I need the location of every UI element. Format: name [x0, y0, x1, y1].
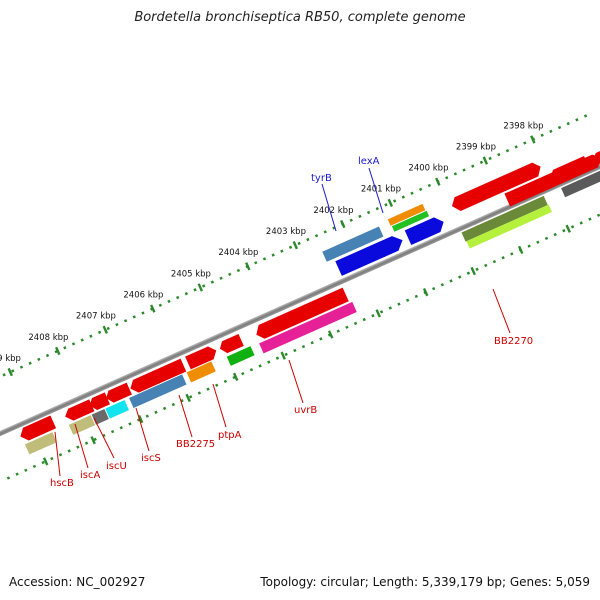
- outer-scale-labels: 2409 kbp 2408 kbp 2407 kbp 2406 kbp 2405 kbp…: [0, 121, 543, 364]
- gene-lexa: [404, 217, 444, 245]
- outer-tick: [197, 283, 204, 292]
- gene-right-2: [550, 156, 590, 183]
- gene-bb2275-lower: [186, 361, 216, 383]
- gene-isca: [89, 392, 110, 410]
- gene-label-leaders: [54, 167, 511, 477]
- gene-tyrb: [335, 236, 403, 276]
- gene-labels: tyrB lexA BB2270 uvrB ptpA BB2275 iscS i…: [50, 156, 533, 489]
- gene-left-1: [20, 415, 57, 441]
- scale-label: 2405 kbp: [171, 269, 211, 279]
- gene-hscb: [65, 399, 95, 421]
- leader-tyrb: [321, 183, 337, 232]
- gene-iscs: [130, 358, 187, 393]
- label-iscu[interactable]: iscU: [106, 461, 127, 472]
- gene-uvrb-lower: [259, 301, 357, 354]
- gene-ptpa-upper: [219, 333, 244, 354]
- scale-label: 2400 kbp: [408, 164, 448, 174]
- gene-hscb-lower: [24, 432, 57, 455]
- gene-grey-1: [91, 408, 109, 425]
- outer-tick: [482, 156, 489, 165]
- leader-hscb: [54, 431, 61, 477]
- gene-bb2270-upper: [451, 162, 541, 211]
- label-isca[interactable]: iscA: [80, 470, 100, 481]
- inner-tick: [185, 393, 191, 403]
- inner-tick: [422, 288, 429, 297]
- outer-tick: [387, 198, 394, 208]
- scale-label: 2407 kbp: [76, 312, 116, 322]
- inner-tick: [137, 414, 144, 424]
- gene-lexa-box-green: [391, 210, 430, 232]
- scale-label: 2408 kbp: [28, 333, 68, 343]
- scale-label: 2399 kbp: [456, 142, 496, 152]
- leader-lexa: [368, 167, 384, 214]
- leader-isca: [74, 423, 89, 469]
- outer-tick: [435, 177, 441, 186]
- gene-tyrb-box: [322, 226, 384, 262]
- gene-iscu-lower: [105, 400, 129, 419]
- leader-iscs: [135, 407, 150, 452]
- reverse-strand-genes: [20, 140, 600, 455]
- leader-bb2270: [492, 288, 511, 334]
- label-hscb[interactable]: hscB: [50, 478, 74, 489]
- genome-track: 2409 kbp 2408 kbp 2407 kbp 2406 kbp 2405 kbp…: [0, 113, 600, 480]
- gene-uvrb-upper: [256, 287, 349, 339]
- gene-isca-lower: [68, 415, 96, 435]
- leader-uvrb: [288, 359, 304, 404]
- leader-ptpa: [212, 383, 227, 428]
- inner-tick: [327, 330, 334, 339]
- inner-scale-ticks: [42, 224, 571, 466]
- label-tyrb[interactable]: tyrB: [311, 173, 332, 184]
- outer-tick: [340, 219, 346, 229]
- inner-tick: [375, 309, 381, 318]
- scale-label: 2401 kbp: [361, 185, 401, 195]
- outer-tick: [7, 367, 13, 377]
- inner-tick: [517, 245, 524, 255]
- inner-tick: [90, 436, 96, 445]
- label-ptpa[interactable]: ptpA: [218, 430, 242, 441]
- outer-tick: [245, 262, 251, 271]
- outer-tick: [150, 304, 156, 313]
- gene-lexa-box-orange: [387, 203, 426, 226]
- label-uvrb[interactable]: uvrB: [294, 405, 317, 416]
- label-lexa[interactable]: lexA: [358, 156, 380, 167]
- label-bb2270[interactable]: BB2270: [494, 336, 533, 347]
- scale-label: 2409 kbp: [0, 354, 21, 364]
- outer-tick: [102, 325, 108, 334]
- accession-text: Accession: NC_002927: [9, 575, 146, 589]
- map-title: Bordetella bronchiseptica RB50, complete…: [134, 10, 466, 25]
- label-bb2275[interactable]: BB2275: [176, 439, 215, 450]
- outer-tick: [292, 241, 299, 250]
- outer-scale-ticks: [7, 135, 536, 377]
- scale-label: 2402 kbp: [313, 206, 353, 216]
- leader-bb2275: [178, 394, 193, 438]
- genome-summary-text: Topology: circular; Length: 5,339,179 bp…: [260, 575, 590, 589]
- genome-backbone: [0, 159, 600, 441]
- inner-tick: [280, 351, 286, 360]
- outer-tick: [530, 135, 536, 144]
- inner-tick: [232, 372, 239, 381]
- leader-iscu: [93, 417, 115, 459]
- outer-tick: [55, 346, 61, 356]
- gene-bb2275-upper: [185, 346, 217, 370]
- scale-label: 2404 kbp: [218, 248, 258, 258]
- gene-ptpa-lower: [226, 346, 255, 366]
- gene-bb2270-lower: [466, 204, 552, 249]
- scale-label: 2398 kbp: [503, 121, 543, 131]
- gene-iscs-lower: [129, 374, 187, 409]
- gene-iscu: [106, 382, 132, 403]
- gene-right-grey: [561, 170, 600, 198]
- label-iscs[interactable]: iscS: [141, 453, 161, 464]
- scale-label: 2403 kbp: [266, 227, 306, 237]
- gene-bb2270: [461, 195, 548, 242]
- inner-tick: [565, 224, 571, 233]
- inner-tick: [470, 266, 476, 276]
- inner-tick: [42, 457, 49, 466]
- scale-label: 2406 kbp: [123, 290, 163, 300]
